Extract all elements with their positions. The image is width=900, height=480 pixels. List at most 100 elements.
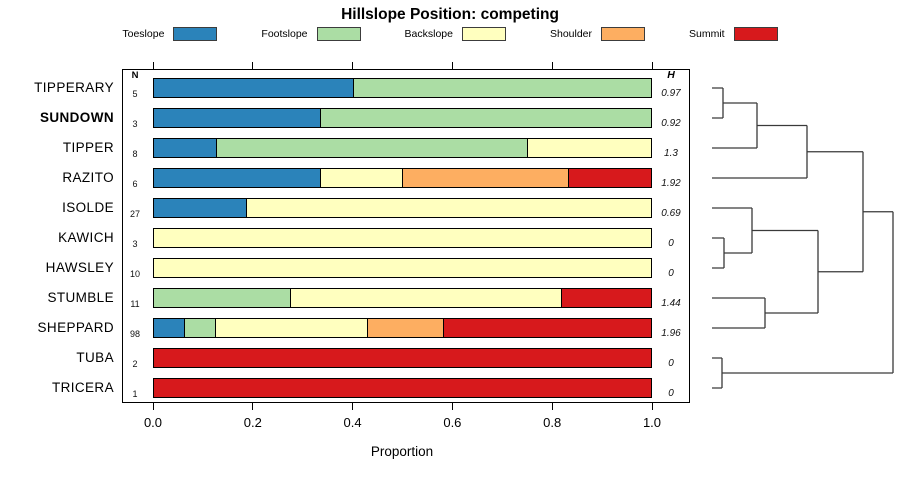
stacked-bar-hawsley (153, 258, 652, 278)
bar-segment-toeslope (154, 139, 217, 157)
bar-segment-backslope (154, 259, 651, 277)
legend-item-shoulder: Shoulder (549, 26, 646, 41)
axis-tick-label: 0.0 (143, 415, 163, 430)
h-value: 0.97 (661, 88, 681, 99)
axis-tick (651, 62, 653, 69)
legend-item-summit: Summit (689, 26, 778, 41)
bar-segment-summit (442, 319, 651, 337)
stacked-bar-stumble (153, 288, 652, 308)
h-column-header: H (667, 69, 675, 81)
axis-tick (152, 403, 154, 410)
bar-segment-summit (567, 169, 651, 187)
bar-segment-footslope (154, 289, 290, 307)
bar-segment-summit (154, 349, 651, 367)
bar-segment-summit (560, 289, 651, 307)
bar-segment-footslope (352, 79, 651, 97)
bar-segment-backslope (245, 199, 651, 217)
stacked-bar-isolde (153, 198, 652, 218)
row-label-sheppard: SHEPPARD (37, 320, 114, 335)
axis-tick (352, 62, 354, 69)
row-label-tipperary: TIPPERARY (34, 80, 114, 95)
x-axis-label: Proportion (370, 444, 434, 459)
row-label-razito: RAZITO (62, 170, 114, 185)
stacked-bar-razito (153, 168, 652, 188)
bar-segment-toeslope (154, 79, 353, 97)
axis-tick-label: 0.6 (443, 415, 462, 430)
axis-tick (252, 62, 254, 69)
row-label-isolde: ISOLDE (62, 200, 114, 215)
stacked-bar-tipperary (153, 78, 652, 98)
bar-segment-toeslope (154, 169, 320, 187)
n-value: 2 (132, 359, 138, 369)
stacked-bar-tuba (153, 348, 652, 368)
bar-segment-toeslope (154, 319, 185, 337)
stacked-bar-sheppard (153, 318, 652, 338)
bar-segment-footslope (184, 319, 215, 337)
h-value: 0.92 (661, 118, 681, 129)
axis-tick-label: 1.0 (642, 415, 662, 430)
chart-title: Hillslope Position: competing (341, 6, 559, 23)
bar-segment-toeslope (154, 109, 320, 127)
legend-label: Backslope (404, 27, 453, 40)
n-value: 11 (130, 299, 140, 309)
stacked-bar-tipper (153, 138, 652, 158)
row-label-kawich: KAWICH (58, 230, 114, 245)
stacked-bar-tricera (153, 378, 652, 398)
row-label-stumble: STUMBLE (47, 290, 114, 305)
bar-segment-backslope (319, 169, 403, 187)
h-value: 1.92 (661, 178, 681, 189)
bar-segment-shoulder (402, 169, 568, 187)
n-value: 3 (132, 119, 138, 129)
row-label-hawsley: HAWSLEY (45, 260, 114, 275)
h-value: 0 (668, 358, 674, 369)
legend-label: Summit (689, 27, 725, 40)
axis-tick (551, 403, 553, 410)
h-value: 1.3 (664, 148, 678, 159)
bar-segment-backslope (526, 139, 651, 157)
bar-segment-footslope (216, 139, 527, 157)
legend-label: Shoulder (549, 27, 593, 40)
h-value: 1.96 (661, 328, 681, 339)
legend-swatch-backslope (461, 26, 506, 41)
row-label-tipper: TIPPER (62, 140, 114, 155)
axis-tick-label: 0.4 (343, 415, 362, 430)
legend-swatch-summit (733, 26, 778, 41)
axis-tick (451, 62, 453, 69)
legend-item-footslope: Footslope (261, 26, 361, 41)
bar-segment-shoulder (366, 319, 443, 337)
legend-swatch-shoulder (601, 26, 646, 41)
axis-tick-label: 0.8 (543, 415, 562, 430)
bar-segment-footslope (319, 109, 651, 127)
legend: Toeslope Footslope Backslope Shoulder Summit (45, 26, 855, 41)
h-value: 0 (668, 388, 674, 399)
row-label-tricera: TRICERA (51, 380, 114, 395)
h-value: 0 (668, 268, 674, 279)
bar-segment-backslope (154, 229, 651, 247)
dendrogram-lines (712, 87, 894, 389)
h-value: 1.44 (661, 298, 681, 309)
axis-tick (252, 403, 254, 410)
n-column-header: N (131, 70, 139, 81)
legend-item-toeslope: Toeslope (122, 26, 218, 41)
n-value: 27 (129, 209, 140, 219)
n-value: 1 (132, 389, 138, 399)
n-value: 98 (129, 329, 140, 339)
axis-tick (152, 62, 154, 69)
row-label-tuba: TUBA (76, 350, 114, 365)
axis-tick (651, 403, 653, 410)
n-value: 8 (132, 149, 138, 159)
legend-swatch-footslope (316, 26, 361, 41)
legend-item-backslope: Backslope (404, 26, 506, 41)
h-value: 0.69 (661, 208, 681, 219)
n-value: 5 (132, 89, 138, 99)
axis-tick (551, 62, 553, 69)
axis-tick-label: 0.2 (243, 415, 262, 430)
legend-label: Footslope (261, 27, 308, 40)
bar-segment-toeslope (154, 199, 246, 217)
n-value: 10 (129, 269, 140, 279)
legend-label: Toeslope (122, 27, 165, 40)
h-value: 0 (668, 238, 674, 249)
axis-tick (451, 403, 453, 410)
